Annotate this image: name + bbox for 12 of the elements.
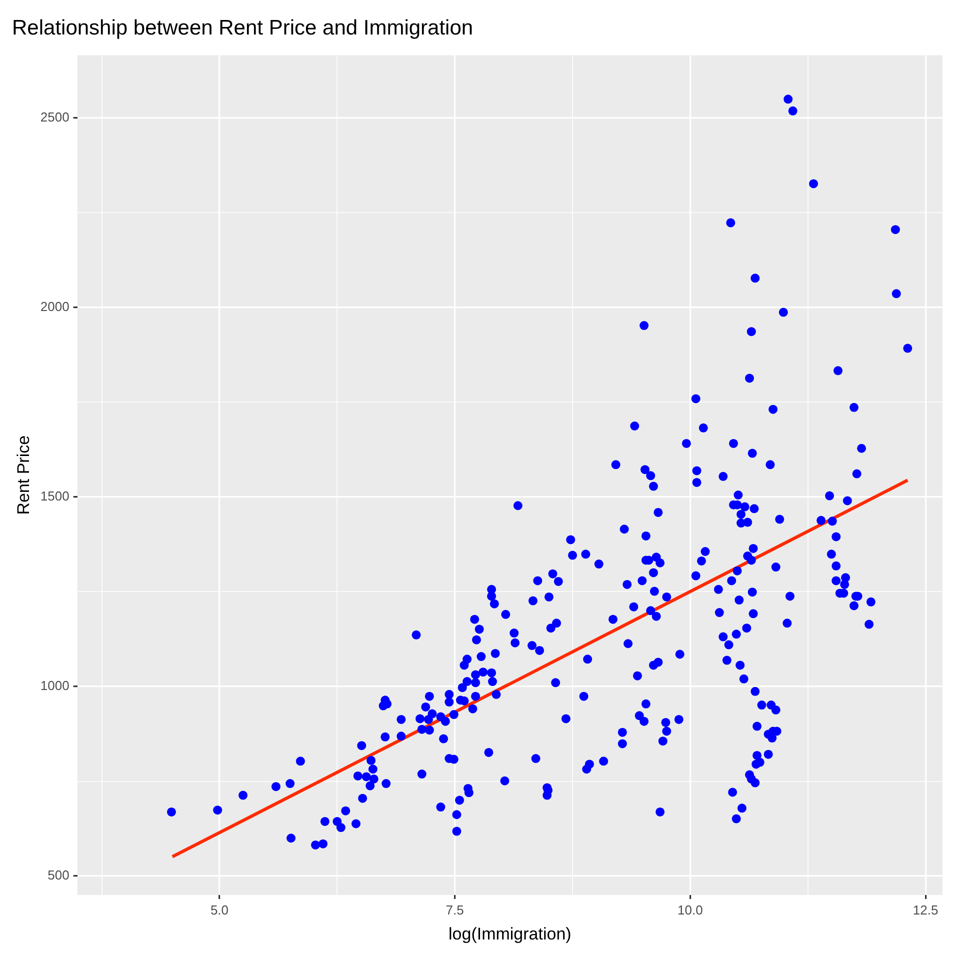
- y-tick-label: 2500: [40, 109, 70, 124]
- x-tick-label: 10.0: [678, 902, 703, 918]
- chart-title: Relationship between Rent Price and Immigration: [12, 16, 474, 40]
- y-tick-label: 1500: [40, 488, 70, 504]
- x-tick-label: 12.5: [912, 902, 938, 918]
- y-tick-label: 500: [48, 868, 70, 883]
- x-axis-title: log(Immigration): [448, 924, 572, 944]
- y-tick-label: 1000: [40, 678, 70, 694]
- x-tick-label: 5.0: [210, 902, 229, 918]
- y-axis-title: Rent Price: [14, 435, 33, 515]
- y-tick-label: 2000: [40, 298, 70, 314]
- x-tick-label: 7.5: [446, 902, 464, 918]
